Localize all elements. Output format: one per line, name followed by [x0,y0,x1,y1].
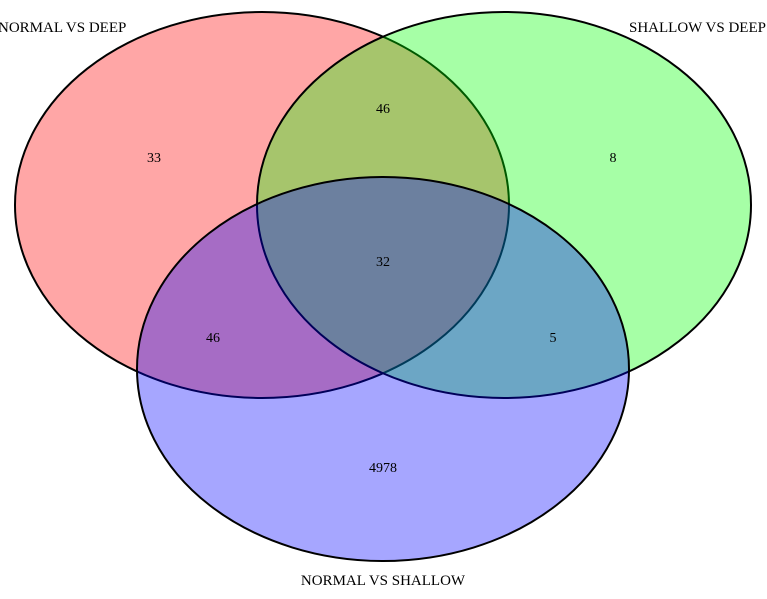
region-count-normal-vs-deep-only: 33 [147,151,161,166]
set-normal-vs-shallow-ellipse [136,176,630,562]
region-count-shallow-intersection: 5 [550,331,557,346]
region-count-deep-intersection: 46 [376,102,390,117]
set-label-normal-vs-deep: NORMAL VS DEEP [0,20,126,36]
region-count-normal-vs-shallow-only: 4978 [369,461,397,476]
region-count-normal-intersection: 46 [206,331,220,346]
region-count-shallow-vs-deep-only: 8 [610,151,617,166]
set-label-shallow-vs-deep: SHALLOW VS DEEP [629,20,766,36]
set-label-normal-vs-shallow: NORMAL VS SHALLOW [301,573,466,589]
region-count-all-three: 32 [376,255,390,270]
